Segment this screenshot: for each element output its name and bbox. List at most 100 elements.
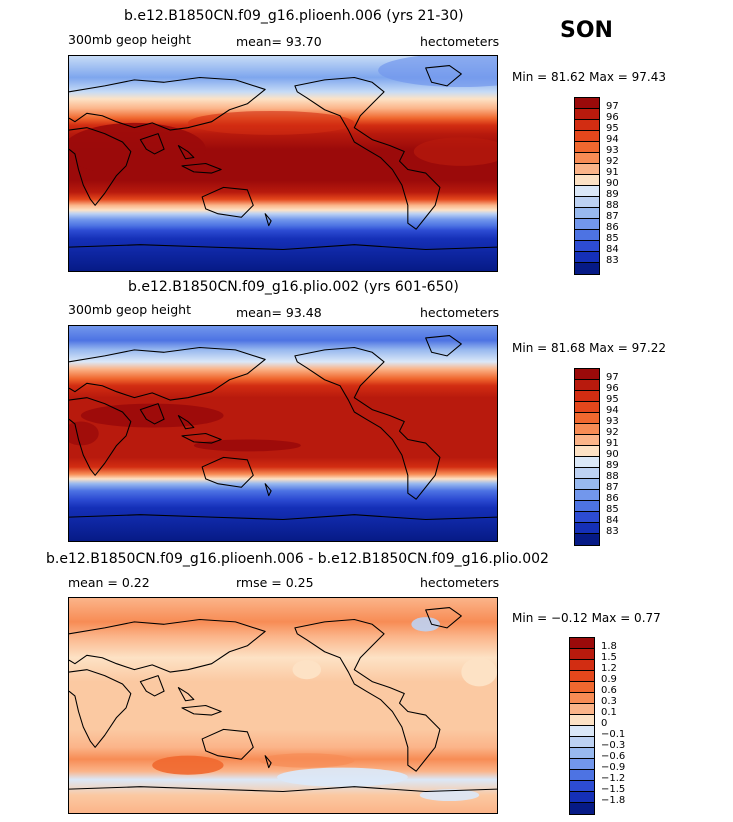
colorbar-tick-label: 90 <box>606 178 619 189</box>
panel-1-map-svg <box>69 56 497 271</box>
colorbar-tick-label: 93 <box>606 145 619 156</box>
coastline <box>69 244 497 251</box>
colorbar-swatch <box>575 219 599 230</box>
panel-3-coastlines <box>69 607 497 793</box>
colorbar-swatch <box>575 468 599 479</box>
colorbar-tick-label: 94 <box>606 405 619 416</box>
panel-2-colorbar <box>574 368 600 546</box>
panel-2-title: b.e12.B1850CN.f09_g16.plio.002 (yrs 601-… <box>128 279 459 295</box>
colorbar-swatch <box>575 164 599 175</box>
colorbar-swatch <box>575 197 599 208</box>
colorbar-swatch <box>575 446 599 457</box>
coastline <box>294 618 441 772</box>
colorbar-swatch <box>575 109 599 120</box>
colorbar-tick-label: 84 <box>606 244 619 255</box>
colorbar-tick-label: 88 <box>606 471 619 482</box>
colorbar-tick-label: 91 <box>606 167 619 178</box>
coastline <box>139 133 165 155</box>
colorbar-swatch <box>575 131 599 142</box>
coastline <box>69 397 132 476</box>
panel-1-arctic-low <box>378 56 497 88</box>
coastline <box>69 669 132 748</box>
colorbar-swatch <box>575 252 599 263</box>
colorbar-swatch <box>575 457 599 468</box>
colorbar-swatch <box>575 230 599 241</box>
panel-1-tropical-max-east <box>413 137 497 166</box>
colorbar-tick-label: −1.2 <box>601 773 626 784</box>
colorbar-tick-label: 89 <box>606 189 619 200</box>
panel-2-tropical-max-indian <box>80 403 224 428</box>
colorbar-swatch <box>575 413 599 424</box>
panel-2-units-label: hectometers <box>420 305 500 320</box>
colorbar-swatch <box>575 241 599 252</box>
panel-3-neutral-atlantic <box>461 657 497 687</box>
panel-1-min-max: Min = 81.62 Max = 97.43 <box>512 70 666 84</box>
colorbar-swatch <box>575 186 599 197</box>
colorbar-tick-label: 83 <box>606 255 619 266</box>
colorbar-tick-label: 89 <box>606 460 619 471</box>
coastline <box>69 346 266 401</box>
colorbar-swatch <box>575 120 599 131</box>
coastline <box>69 127 132 206</box>
panel-3-mean-label: mean = 0.22 <box>68 575 150 590</box>
colorbar-tick-label: 96 <box>606 383 619 394</box>
colorbar-swatch <box>570 726 594 737</box>
colorbar-swatch <box>570 759 594 770</box>
coastline <box>181 704 222 716</box>
colorbar-swatch <box>575 380 599 391</box>
panel-3-field-features <box>152 617 497 802</box>
coastline <box>139 403 165 425</box>
colorbar-tick-label: 86 <box>606 222 619 233</box>
colorbar-swatch <box>570 792 594 803</box>
panel-3-negative-anomaly-north-atlantic <box>411 617 440 632</box>
panel-2-field <box>69 326 497 541</box>
colorbar-tick-label: −1.5 <box>601 784 626 795</box>
colorbar-tick-label: 1.2 <box>601 663 617 674</box>
coastline <box>201 728 254 760</box>
colorbar-swatch <box>575 512 599 523</box>
panel-3-rmse-label: rmse = 0.25 <box>236 575 314 590</box>
colorbar-swatch <box>570 638 594 649</box>
coastline <box>69 786 497 793</box>
colorbar-tick-label: 97 <box>606 372 619 383</box>
panel-1-tropical-max-west <box>69 122 206 176</box>
coastline <box>177 415 195 430</box>
panel-3-positive-anomaly-south <box>152 755 224 775</box>
colorbar-tick-label: −0.6 <box>601 751 626 762</box>
panel-1-map <box>68 55 498 272</box>
panel-2-min-max: Min = 81.68 Max = 97.22 <box>512 341 666 355</box>
colorbar-swatch <box>570 803 594 814</box>
colorbar-swatch <box>575 435 599 446</box>
colorbar-tick-label: −0.9 <box>601 762 626 773</box>
colorbar-swatch <box>575 208 599 219</box>
colorbar-tick-label: 1.5 <box>601 652 617 663</box>
panel-1-field-features <box>69 56 497 176</box>
panel-3-positive-anomaly-south-east <box>259 753 355 768</box>
panel-2-variable-label: 300mb geop height <box>68 302 191 317</box>
panel-1-colorbar <box>574 97 600 275</box>
panel-1-north-pacific-ridge <box>187 110 355 135</box>
colorbar-swatch <box>570 770 594 781</box>
coastline <box>181 432 222 444</box>
coastline <box>425 335 462 357</box>
colorbar-tick-label: 95 <box>606 123 619 134</box>
colorbar-tick-label: 0.3 <box>601 696 617 707</box>
colorbar-swatch <box>570 671 594 682</box>
colorbar-tick-label: 90 <box>606 449 619 460</box>
panel-3-map-svg <box>69 598 497 813</box>
panel-3-min-max: Min = −0.12 Max = 0.77 <box>512 611 661 625</box>
colorbar-tick-label: 84 <box>606 515 619 526</box>
colorbar-swatch <box>575 523 599 534</box>
panel-2-map-svg <box>69 326 497 541</box>
coastline <box>264 483 272 497</box>
colorbar-swatch <box>570 660 594 671</box>
colorbar-tick-label: 0.1 <box>601 707 617 718</box>
colorbar-swatch <box>570 737 594 748</box>
coastline <box>264 755 272 769</box>
panel-1-coastlines <box>69 65 497 251</box>
colorbar-tick-label: 83 <box>606 526 619 537</box>
colorbar-swatch <box>570 704 594 715</box>
season-label: SON <box>560 18 613 43</box>
panel-1-title: b.e12.B1850CN.f09_g16.plioenh.006 (yrs 2… <box>124 8 464 24</box>
colorbar-swatch <box>575 479 599 490</box>
